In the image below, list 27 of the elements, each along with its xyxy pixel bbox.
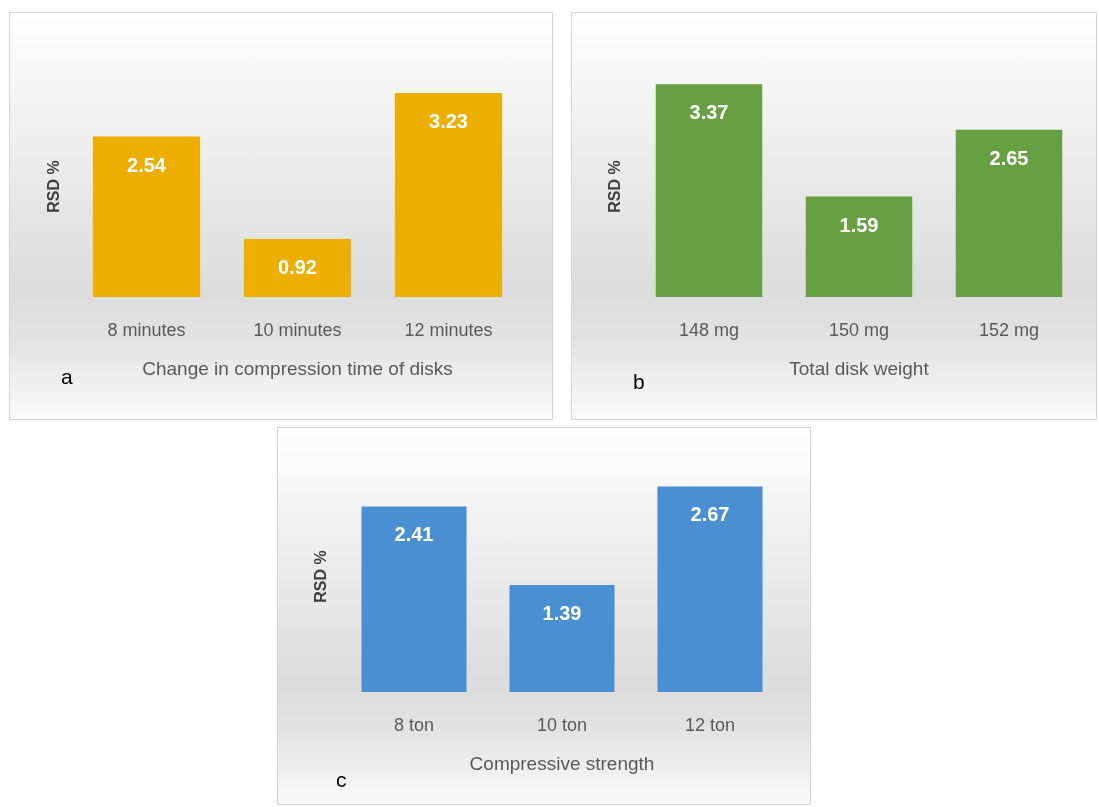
x-tick-label: 8 ton	[393, 715, 435, 735]
data-label: 3.23	[429, 110, 468, 133]
text: b	[633, 370, 645, 393]
x-tick-label: 152 mg	[978, 320, 1040, 340]
x-tick-label: 10 ton	[536, 715, 588, 735]
data-label: 1.39	[542, 601, 582, 624]
data-label: 3.37	[689, 101, 729, 124]
y-axis-title: RSD %	[605, 160, 623, 213]
x-tick-label: 10 minutes	[253, 320, 342, 340]
y-axis-title: RSD %	[44, 160, 62, 213]
data-label: 2.54	[127, 153, 167, 176]
data-label: 2.67	[690, 503, 730, 526]
data-label: 2.41	[394, 523, 434, 546]
data-label: 1.59	[839, 213, 879, 236]
x-tick-label: 148 mg	[678, 320, 740, 340]
x-tick-label: 150 mg	[828, 320, 890, 340]
y-axis-title: RSD %	[311, 550, 329, 603]
data-label: 0.92	[278, 255, 317, 278]
x-tick-label: 8 minutes	[107, 320, 186, 340]
x-tick-label: 12 minutes	[404, 320, 493, 340]
x-tick-label: 12 ton	[684, 715, 736, 735]
data-label: 2.65	[989, 146, 1029, 169]
x-axis-title: Total disk weight	[789, 358, 930, 379]
text: a	[61, 365, 73, 388]
x-axis-title: Change in compression time of disks	[142, 358, 453, 379]
text: c	[336, 768, 347, 791]
x-axis-title: Compressive strength	[469, 753, 655, 774]
